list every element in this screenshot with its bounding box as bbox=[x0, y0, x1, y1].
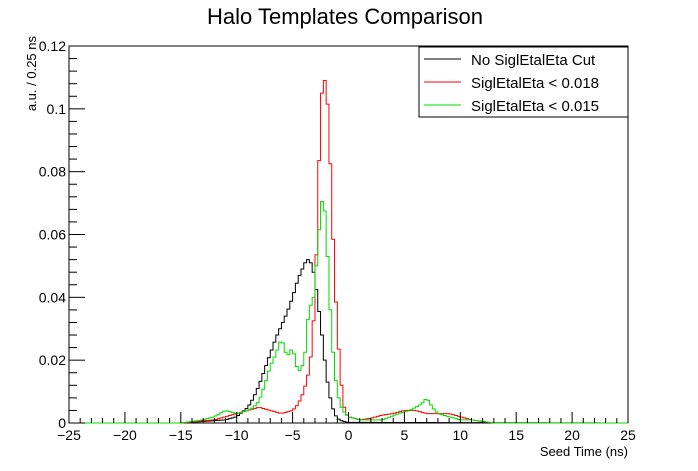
axis-layer: −25 −20 −15 −10 −5 0 5 10 15 20 25 0 0.02 0.04 0.06 0.0… bbox=[39, 38, 636, 443]
x-tick-label: −15 bbox=[169, 427, 193, 443]
series-line-1 bbox=[69, 259, 628, 424]
y-tick-label: 0.06 bbox=[39, 227, 66, 243]
legend: No SiglEtalEta Cut SiglEtalEta < 0.018 Sig… bbox=[418, 46, 629, 118]
x-tick-label: 0 bbox=[345, 427, 353, 443]
x-tick-label: −10 bbox=[225, 427, 249, 443]
series-layer bbox=[69, 80, 628, 424]
series-line-2 bbox=[69, 80, 628, 424]
x-axis-title: Seed Time (ns) bbox=[540, 444, 628, 459]
x-tick-label: 15 bbox=[508, 427, 524, 443]
x-tick-label: −20 bbox=[113, 427, 137, 443]
y-tick-label: 0.04 bbox=[39, 289, 66, 305]
chart-title: Halo Templates Comparison bbox=[207, 4, 483, 29]
y-tick-label: 0 bbox=[58, 415, 66, 431]
y-tick-label: 0.08 bbox=[39, 164, 66, 180]
y-tick-label: 0.02 bbox=[39, 352, 66, 368]
x-tick-label: −25 bbox=[57, 427, 81, 443]
y-tick-label: 0.12 bbox=[39, 38, 66, 54]
x-tick-label: −5 bbox=[285, 427, 301, 443]
y-axis-title: a.u. / 0.25 ns bbox=[24, 36, 39, 112]
y-tick-label: 0.1 bbox=[47, 101, 67, 117]
x-tick-label: 20 bbox=[564, 427, 580, 443]
legend-label-2: SiglEtalEta < 0.018 bbox=[471, 75, 599, 92]
legend-label-1: No SiglEtalEta Cut bbox=[471, 52, 596, 69]
series-line-3 bbox=[69, 201, 628, 424]
x-tick-label: 5 bbox=[401, 427, 409, 443]
x-tick-label: 25 bbox=[620, 427, 636, 443]
legend-label-3: SiglEtalEta < 0.015 bbox=[471, 98, 599, 115]
x-tick-label: 10 bbox=[453, 427, 469, 443]
